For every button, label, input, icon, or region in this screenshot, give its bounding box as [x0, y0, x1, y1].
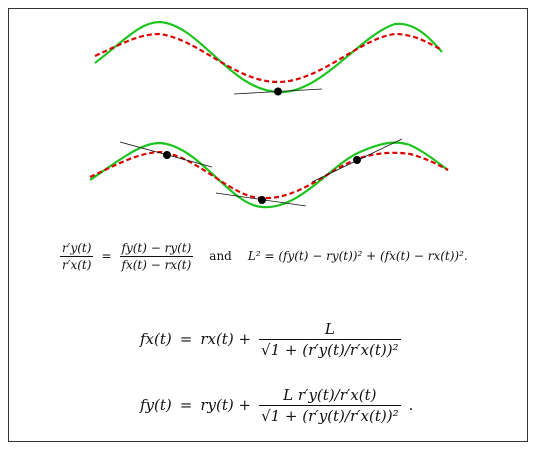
eq1-rhs-denominator: fx(t) − rx(t) — [119, 255, 194, 272]
bottom-green-curve — [89, 141, 449, 209]
eq1-lhs-denominator: r′x(t) — [60, 255, 94, 272]
eq3-equals: = — [179, 396, 193, 414]
eq3-rhs-start: ry(t) + — [200, 396, 252, 414]
eq1-length-squared: L² = (fy(t) − ry(t))² + (fx(t) − rx(t))²… — [247, 249, 468, 263]
equation-fx: fx(t) = rx(t) + L √1 + (r′y(t)/r′x(t))² — [140, 314, 401, 364]
eq3-denominator: √1 + (r′y(t)/r′x(t))² — [259, 404, 401, 425]
eq1-and: and — [209, 249, 232, 263]
equation-ratio: r′y(t) r′x(t) = fy(t) − ry(t) fx(t) − rx… — [60, 236, 468, 276]
eq2-equals: = — [179, 330, 193, 348]
eq2-denominator: √1 + (r′y(t)/r′x(t))² — [259, 338, 401, 359]
bottom-red-dashed-curve — [89, 150, 449, 200]
eq2-lhs: fx(t) — [140, 330, 172, 348]
eq2-rhs-start: rx(t) + — [200, 330, 252, 348]
equation-fy: fy(t) = ry(t) + L r′y(t)/r′x(t) √1 + (r′… — [140, 380, 413, 430]
bottom-point-2 — [258, 196, 266, 204]
bottom-point-3 — [353, 156, 361, 164]
top-point — [274, 87, 282, 96]
eq3-period: . — [408, 396, 414, 414]
bottom-point-1 — [163, 151, 171, 159]
eq2-numerator: L — [324, 319, 335, 338]
top-red-dashed-curve — [94, 32, 443, 84]
eq3-numerator: L r′y(t)/r′x(t) — [283, 385, 377, 404]
eq1-rhs-numerator: fy(t) − ry(t) — [121, 240, 192, 255]
eq1-lhs-numerator: r′y(t) — [62, 240, 92, 255]
eq1-equals: = — [101, 249, 112, 263]
eq3-lhs: fy(t) — [140, 396, 172, 414]
